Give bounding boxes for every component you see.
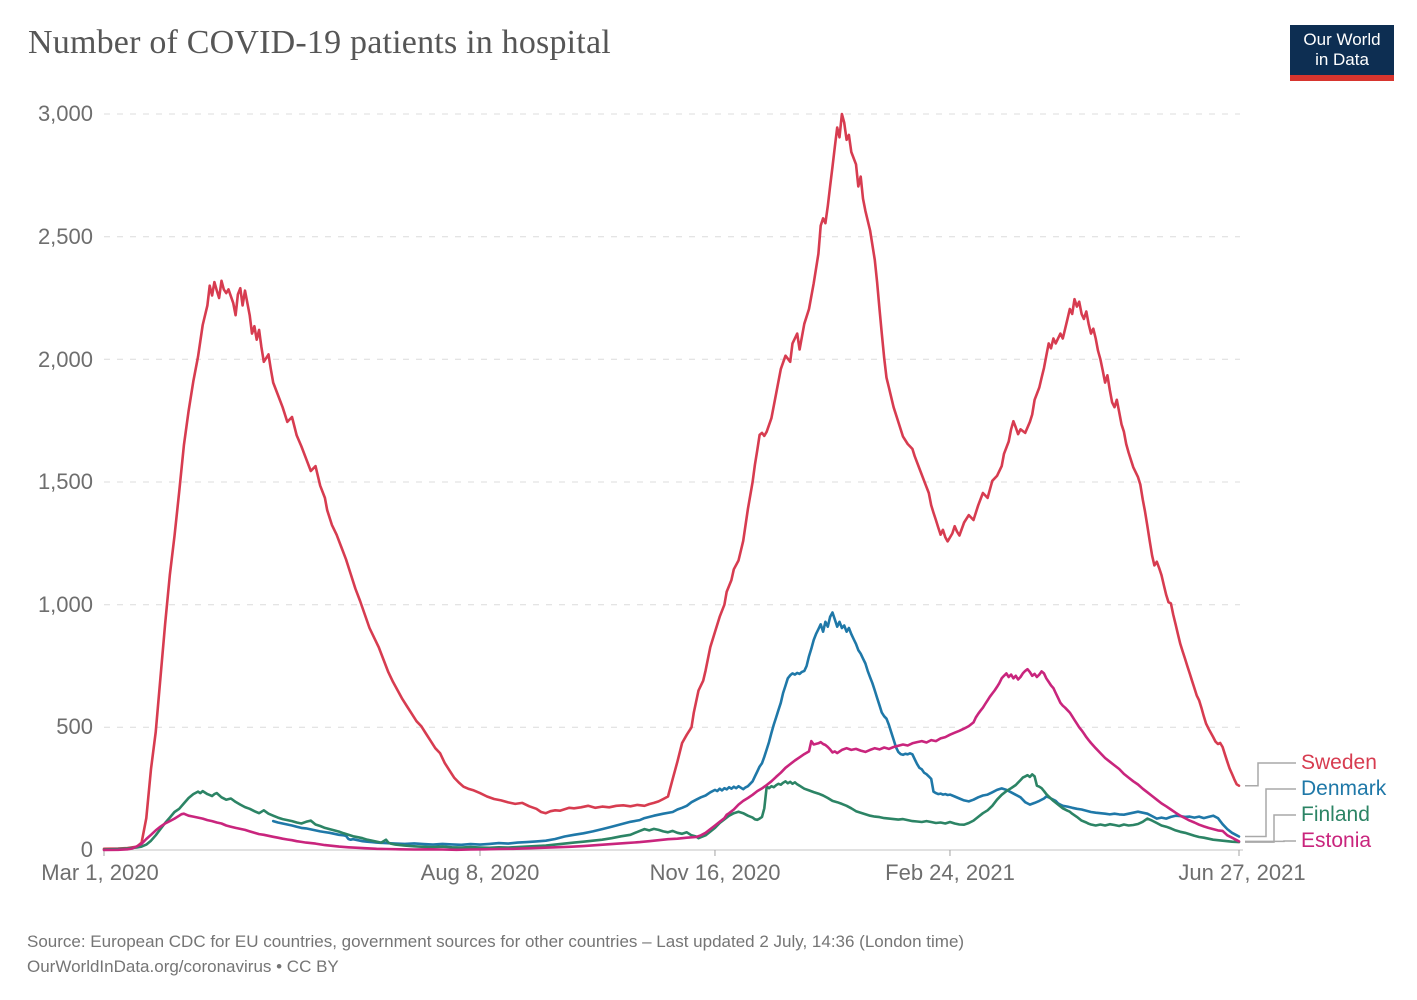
owid-logo-line2: in Data bbox=[1315, 50, 1369, 69]
x-tick-nov-16-2020: Nov 16, 2020 bbox=[649, 860, 781, 885]
legend-label-denmark[interactable]: Denmark bbox=[1301, 777, 1387, 800]
y-tick-2500: 2,500 bbox=[37, 224, 93, 249]
legend-label-estonia[interactable]: Estonia bbox=[1301, 829, 1372, 852]
legend-label-sweden[interactable]: Sweden bbox=[1301, 751, 1377, 774]
owid-logo-line1: Our World bbox=[1303, 30, 1381, 49]
series-line-denmark bbox=[271, 611, 1241, 847]
y-tick-1000: 1,000 bbox=[37, 592, 93, 617]
y-tick-3000: 3,000 bbox=[37, 101, 93, 126]
y-tick-0: 0 bbox=[80, 837, 93, 862]
owid-logo[interactable]: Our World in Data bbox=[1290, 25, 1394, 81]
x-tick-feb-24-2021: Feb 24, 2021 bbox=[885, 860, 1015, 885]
owid-logo-stripe bbox=[1290, 75, 1394, 81]
x-tick-mar-1-2020: Mar 1, 2020 bbox=[41, 860, 159, 885]
y-tick-2000: 2,000 bbox=[37, 347, 93, 372]
series-line-finland bbox=[102, 773, 1241, 851]
chart-title: Number of COVID-19 patients in hospital bbox=[28, 24, 611, 61]
x-tick-jun-27-2021: Jun 27, 2021 bbox=[1178, 860, 1306, 885]
legend-connector-sweden bbox=[1245, 762, 1296, 787]
source-link[interactable]: OurWorldInData.org/coronavirus • CC BY bbox=[27, 957, 339, 976]
legend-label-finland[interactable]: Finland bbox=[1301, 803, 1370, 826]
x-tick-aug-8-2020: Aug 8, 2020 bbox=[420, 860, 540, 885]
series-line-estonia bbox=[102, 667, 1241, 852]
owid-logo-box: Our World in Data bbox=[1290, 25, 1394, 75]
series-line-sweden bbox=[102, 112, 1241, 851]
y-tick-500: 500 bbox=[56, 714, 93, 739]
y-tick-1500: 1,500 bbox=[37, 469, 93, 494]
legend-connector-denmark bbox=[1245, 788, 1296, 838]
source-line: Source: European CDC for EU countries, g… bbox=[27, 932, 965, 951]
legend-connector-finland bbox=[1245, 814, 1296, 843]
